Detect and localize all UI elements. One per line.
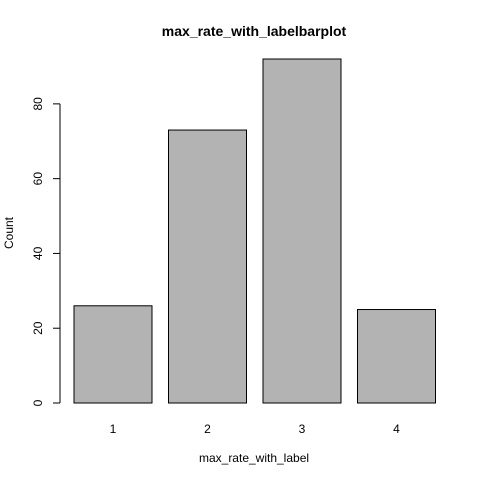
chart-title: max_rate_with_labelbarplot xyxy=(162,23,347,39)
y-tick-label: 40 xyxy=(31,246,45,260)
bar-2 xyxy=(168,129,247,404)
bar-3 xyxy=(262,58,342,404)
y-tick-label: 60 xyxy=(31,172,45,186)
x-tick-label: 4 xyxy=(393,422,400,436)
bar-1 xyxy=(73,305,153,404)
x-axis-label: max_rate_with_label xyxy=(199,451,309,465)
bars-group xyxy=(73,58,436,404)
x-tick-label: 1 xyxy=(110,422,117,436)
y-axis-label: Count xyxy=(2,216,16,249)
y-axis: 0 20 40 60 80 xyxy=(31,97,61,406)
x-tick-label: 3 xyxy=(299,422,306,436)
bar-4 xyxy=(357,309,436,404)
y-tick-label: 0 xyxy=(31,399,45,406)
x-tick-label: 2 xyxy=(204,422,211,436)
y-tick-label: 20 xyxy=(31,321,45,335)
x-tick-labels: 1 2 3 4 xyxy=(110,422,401,436)
y-tick-label: 80 xyxy=(31,97,45,111)
